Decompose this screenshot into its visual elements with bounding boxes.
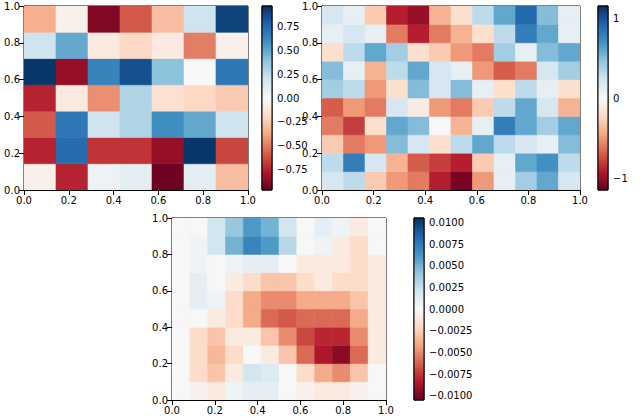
svg-text:1.0: 1.0 [152, 213, 168, 224]
svg-text:0.4: 0.4 [250, 405, 266, 416]
svg-text:0.0: 0.0 [314, 195, 330, 206]
svg-text:−0.0075: −0.0075 [429, 369, 472, 380]
svg-text:0.0050: 0.0050 [429, 260, 464, 271]
svg-text:0.4: 0.4 [4, 111, 20, 122]
svg-text:0.6: 0.6 [150, 195, 166, 206]
svg-text:0.0075: 0.0075 [429, 239, 464, 250]
svg-text:0.4: 0.4 [152, 322, 168, 333]
svg-text:0.8: 0.8 [152, 249, 168, 260]
svg-text:0.0000: 0.0000 [429, 304, 464, 315]
svg-text:0.6: 0.6 [469, 195, 485, 206]
svg-text:0.8: 0.8 [302, 37, 318, 48]
svg-text:0.0: 0.0 [164, 405, 180, 416]
svg-text:0.2: 0.2 [152, 358, 168, 369]
svg-text:0.8: 0.8 [195, 195, 211, 206]
svg-text:1.0: 1.0 [240, 195, 256, 206]
svg-text:0.50: 0.50 [277, 45, 299, 56]
svg-text:−0.0100: −0.0100 [429, 390, 472, 401]
svg-text:−1: −1 [613, 173, 628, 184]
svg-text:0.0025: 0.0025 [429, 282, 464, 293]
svg-text:0.0: 0.0 [152, 394, 168, 406]
svg-text:−0.0050: −0.0050 [429, 347, 472, 358]
svg-text:0.2: 0.2 [4, 148, 20, 159]
svg-text:0.75: 0.75 [277, 21, 299, 32]
svg-text:1: 1 [613, 13, 619, 24]
svg-text:−0.0025: −0.0025 [429, 325, 472, 336]
svg-text:0.25: 0.25 [277, 69, 299, 80]
svg-text:0.4: 0.4 [302, 111, 318, 122]
svg-text:0: 0 [613, 93, 619, 104]
svg-text:0.00: 0.00 [277, 93, 299, 104]
svg-text:0.0100: 0.0100 [429, 217, 464, 228]
svg-text:0.8: 0.8 [4, 37, 20, 48]
svg-text:−0.75: −0.75 [277, 164, 308, 175]
svg-text:0.8: 0.8 [520, 195, 536, 206]
svg-text:0.4: 0.4 [417, 195, 433, 206]
svg-text:0.6: 0.6 [292, 405, 308, 416]
svg-text:0.0: 0.0 [302, 184, 318, 196]
svg-text:1.0: 1.0 [572, 195, 588, 206]
svg-text:0.6: 0.6 [152, 285, 168, 296]
svg-text:1.0: 1.0 [4, 1, 20, 12]
svg-text:1.0: 1.0 [302, 1, 318, 12]
svg-text:0.0: 0.0 [4, 184, 20, 196]
svg-text:1.0: 1.0 [378, 405, 394, 416]
svg-text:−0.25: −0.25 [277, 116, 308, 128]
svg-text:−0.50: −0.50 [277, 139, 308, 151]
svg-text:0.2: 0.2 [207, 405, 223, 416]
svg-text:0.6: 0.6 [4, 74, 20, 85]
svg-text:0.4: 0.4 [106, 195, 122, 206]
svg-text:0.2: 0.2 [302, 148, 318, 159]
svg-text:0.8: 0.8 [335, 405, 351, 416]
svg-text:0.2: 0.2 [366, 195, 382, 206]
svg-text:0.6: 0.6 [302, 74, 318, 85]
svg-text:0.0: 0.0 [16, 195, 32, 206]
svg-text:0.2: 0.2 [61, 195, 77, 206]
